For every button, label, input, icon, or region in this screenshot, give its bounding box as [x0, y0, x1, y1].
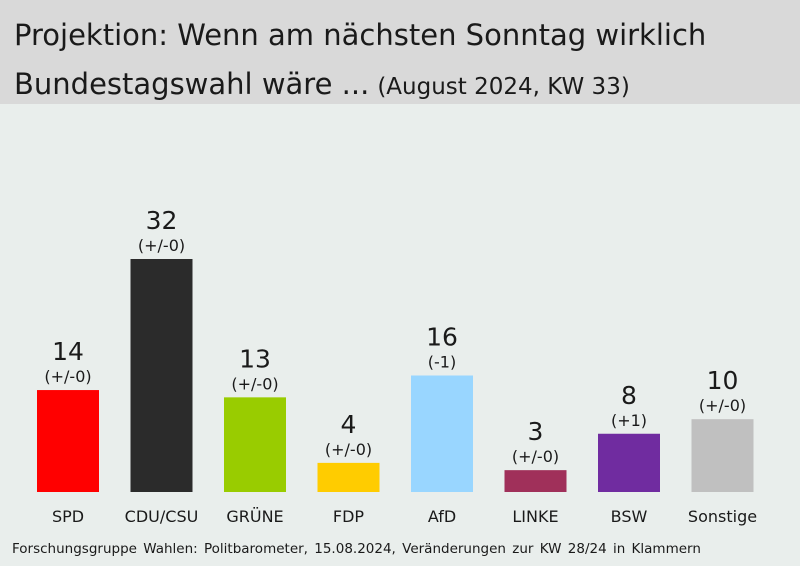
category-label-linke: LINKE — [512, 507, 558, 526]
category-label-fdp: FDP — [333, 507, 365, 526]
bar-chart: (+/-0)14SPD(+/-0)32CDU/CSU(+/-0)13GRÜNE(… — [37, 206, 757, 526]
value-label-spd: 14 — [52, 337, 84, 366]
category-label-bsw: BSW — [611, 507, 648, 526]
value-label-linke: 3 — [528, 417, 544, 446]
bar-afd — [411, 375, 473, 492]
category-label-cdu-csu: CDU/CSU — [125, 507, 199, 526]
chart-subtitle: (August 2024, KW 33) — [377, 74, 630, 100]
category-label-spd: SPD — [52, 507, 84, 526]
value-label-fdp: 4 — [341, 410, 357, 439]
change-label-sonstige: (+/-0) — [699, 396, 746, 415]
value-label-afd: 16 — [426, 323, 458, 352]
chart-title-line1: Projektion: Wenn am nächsten Sonntag wir… — [14, 18, 707, 52]
change-label-cdu-csu: (+/-0) — [138, 236, 185, 255]
chart-title-line2-text: Bundestagswahl wäre ... — [14, 67, 370, 101]
change-label-bsw: (+1) — [611, 411, 647, 430]
bar-sonstige — [691, 419, 754, 492]
category-label-sonstige: Sonstige — [688, 507, 757, 526]
change-label-afd: (-1) — [428, 353, 456, 372]
value-label-gr-ne: 13 — [239, 344, 271, 373]
category-label-gr-ne: GRÜNE — [226, 507, 283, 526]
bar-cdu-csu — [130, 259, 193, 492]
bar-gr-ne — [224, 397, 286, 492]
value-label-cdu-csu: 32 — [146, 206, 178, 235]
title-bar: Projektion: Wenn am nächsten Sonntag wir… — [0, 0, 800, 104]
category-label-afd: AfD — [428, 507, 456, 526]
change-label-fdp: (+/-0) — [325, 440, 372, 459]
value-label-sonstige: 10 — [707, 366, 739, 395]
value-label-bsw: 8 — [621, 381, 637, 410]
change-label-spd: (+/-0) — [44, 367, 91, 386]
bar-spd — [37, 390, 99, 492]
source-footer: Forschungsgruppe Wahlen: Politbarometer,… — [12, 541, 701, 557]
bar-linke — [504, 470, 567, 492]
bar-bsw — [598, 433, 660, 492]
bar-fdp — [317, 462, 380, 492]
change-label-linke: (+/-0) — [512, 447, 559, 466]
chart-title-line2: Bundestagswahl wäre ... (August 2024, KW … — [14, 67, 630, 101]
change-label-gr-ne: (+/-0) — [231, 374, 278, 393]
